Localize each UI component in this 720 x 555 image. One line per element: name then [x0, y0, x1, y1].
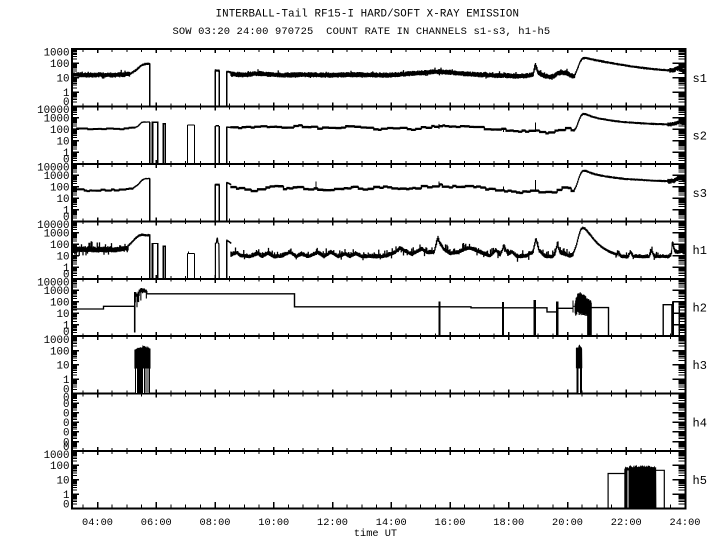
svg-text:14:00: 14:00: [376, 517, 407, 529]
svg-text:0: 0: [63, 97, 69, 109]
svg-text:h5: h5: [693, 474, 707, 488]
svg-text:SOW 03:20 24:00 970725 COUNT: SOW 03:20 24:00 970725 COUNT RATE IN CHA…: [173, 26, 551, 38]
svg-text:06:00: 06:00: [141, 517, 172, 529]
svg-text:1: 1: [63, 263, 69, 275]
svg-text:0: 0: [63, 418, 69, 430]
svg-text:10: 10: [57, 74, 70, 86]
svg-text:h2: h2: [693, 302, 707, 316]
svg-text:10: 10: [57, 476, 70, 488]
svg-text:0: 0: [63, 409, 69, 421]
svg-text:100: 100: [50, 346, 69, 358]
svg-text:h3: h3: [693, 359, 707, 373]
svg-text:0: 0: [63, 384, 69, 396]
svg-text:10: 10: [57, 361, 70, 373]
svg-text:1: 1: [63, 88, 69, 100]
svg-text:s1: s1: [693, 72, 707, 86]
svg-text:1000: 1000: [44, 171, 70, 183]
svg-text:10000: 10000: [37, 105, 69, 117]
svg-text:22:00: 22:00: [611, 517, 642, 529]
svg-text:h1: h1: [693, 244, 707, 258]
svg-text:0: 0: [63, 392, 69, 404]
svg-text:s3: s3: [693, 187, 707, 201]
svg-text:h4: h4: [693, 417, 707, 431]
svg-text:0: 0: [63, 327, 69, 339]
svg-text:20:00: 20:00: [552, 517, 583, 529]
svg-text:1: 1: [63, 490, 69, 502]
svg-text:08:00: 08:00: [200, 517, 231, 529]
svg-text:18:00: 18:00: [493, 517, 524, 529]
svg-text:10000: 10000: [37, 163, 69, 175]
svg-text:10: 10: [57, 137, 70, 149]
svg-text:10: 10: [57, 194, 70, 206]
svg-text:100: 100: [50, 298, 69, 310]
svg-text:100: 100: [50, 183, 69, 195]
svg-text:1: 1: [63, 148, 69, 160]
svg-text:04:00: 04:00: [82, 517, 113, 529]
svg-text:1000: 1000: [44, 229, 70, 241]
svg-text:12:00: 12:00: [317, 517, 348, 529]
svg-text:100: 100: [50, 125, 69, 137]
svg-text:10:00: 10:00: [258, 517, 289, 529]
svg-text:0: 0: [63, 212, 69, 224]
svg-text:100: 100: [50, 461, 69, 473]
svg-text:INTERBALL-Tail RF15-I HARD/SOF: INTERBALL-Tail RF15-I HARD/SOFT X-RAY EM…: [216, 9, 520, 21]
svg-text:16:00: 16:00: [435, 517, 466, 529]
svg-text:0: 0: [63, 442, 69, 454]
svg-text:time UT: time UT: [354, 528, 397, 540]
svg-text:0: 0: [63, 270, 69, 282]
svg-text:1: 1: [63, 375, 69, 387]
svg-text:0: 0: [63, 155, 69, 167]
svg-text:1: 1: [63, 206, 69, 218]
svg-text:0: 0: [63, 437, 69, 449]
svg-text:1000: 1000: [44, 114, 70, 126]
svg-text:24:00: 24:00: [670, 517, 701, 529]
svg-text:10000: 10000: [37, 220, 69, 232]
svg-text:1: 1: [63, 321, 69, 333]
svg-text:s2: s2: [693, 129, 707, 143]
svg-text:1000: 1000: [44, 335, 70, 347]
svg-text:0: 0: [63, 399, 69, 411]
svg-text:0: 0: [63, 499, 69, 511]
svg-text:100: 100: [50, 59, 69, 71]
svg-text:10000: 10000: [37, 277, 69, 289]
svg-text:10: 10: [57, 309, 70, 321]
svg-text:1000: 1000: [44, 450, 70, 462]
svg-text:10: 10: [57, 252, 70, 264]
svg-text:0: 0: [63, 428, 69, 440]
svg-text:1000: 1000: [44, 286, 70, 298]
svg-text:1000: 1000: [44, 48, 70, 60]
svg-text:100: 100: [50, 240, 69, 252]
